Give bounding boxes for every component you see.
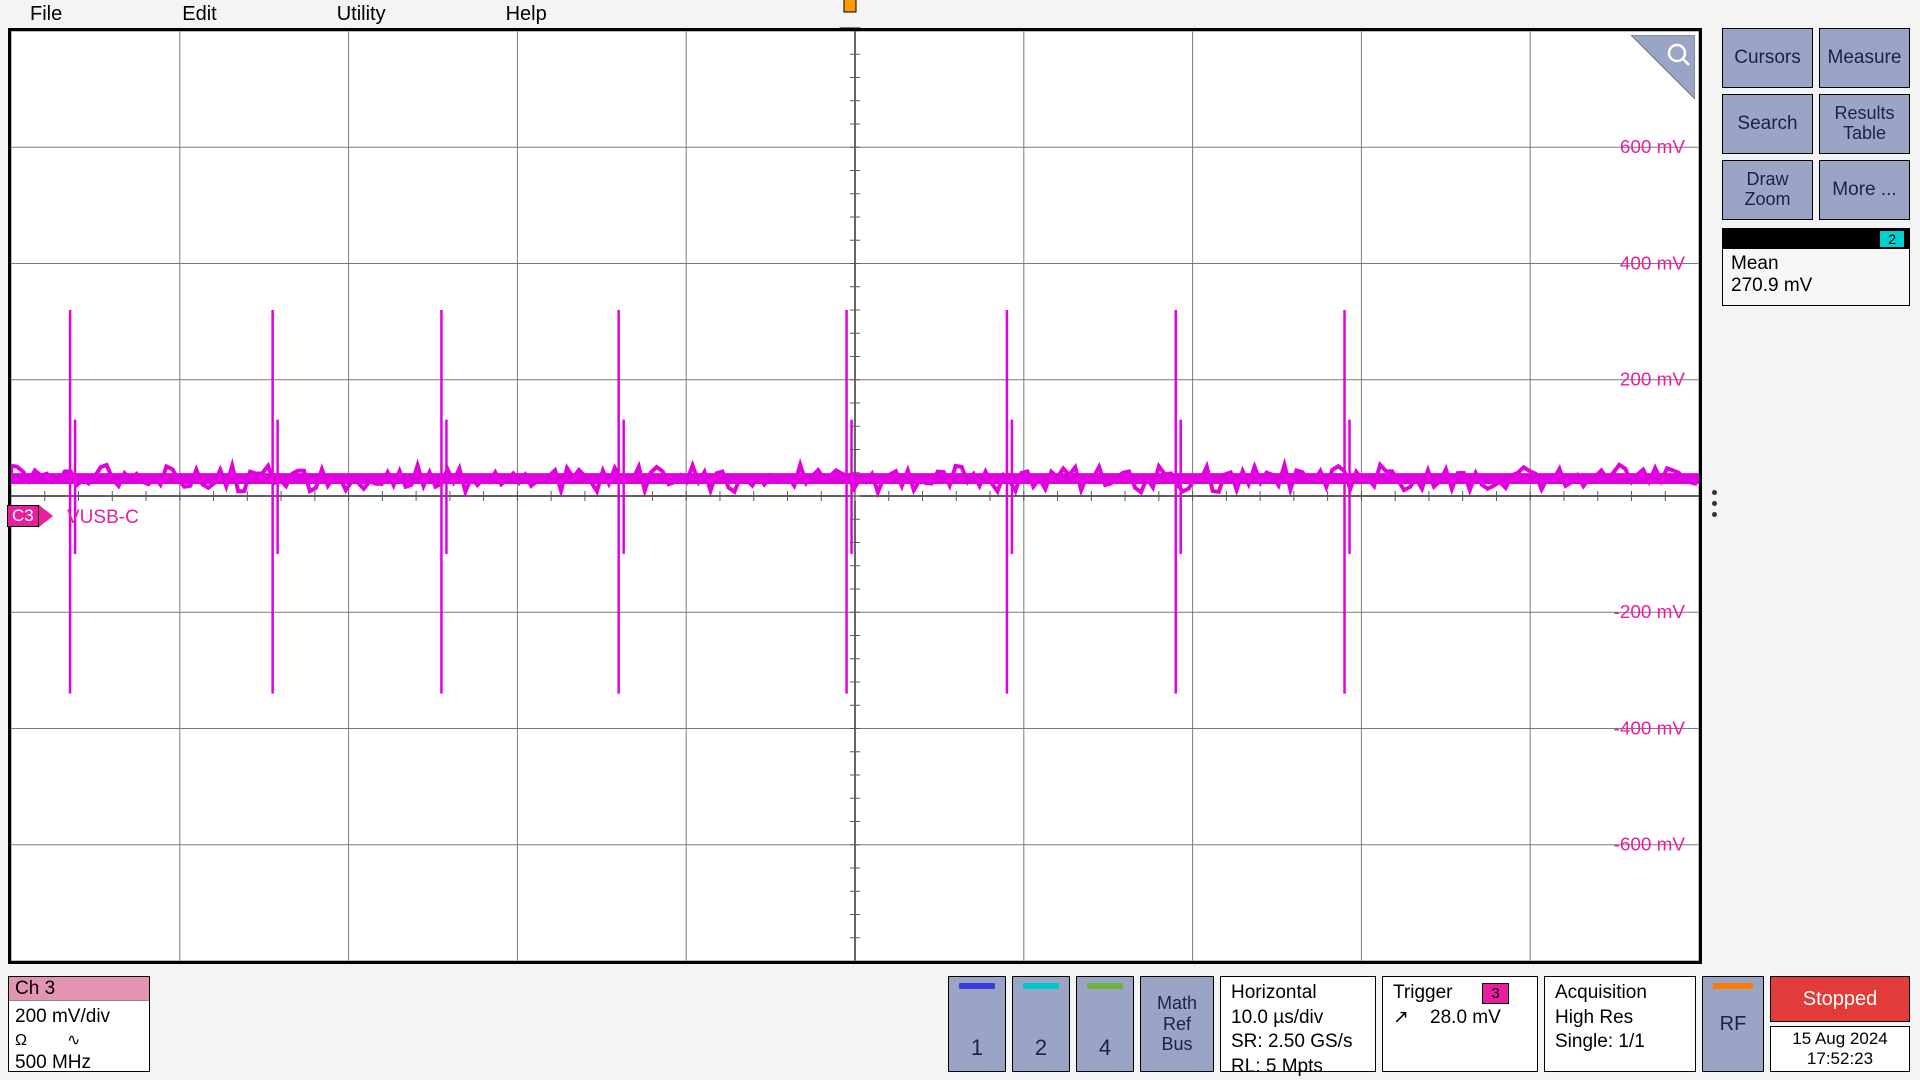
measurement-readout[interactable]: 2 Mean 270.9 mV <box>1722 228 1910 306</box>
horizontal-record-length: RL: 5 Mpts <box>1231 1055 1365 1080</box>
svg-text:-400 mV: -400 mV <box>1614 718 1686 739</box>
channel-box-header: Ch 3 <box>9 977 149 1001</box>
waveform-display[interactable]: 600 mV400 mV200 mV-200 mV-400 mV-600 mV … <box>8 28 1702 964</box>
time-label: 17:52:23 <box>1807 1049 1873 1069</box>
svg-text:400 mV: 400 mV <box>1620 253 1686 274</box>
channel-id-tag: C3 <box>7 505 39 527</box>
trigger-level: 28.0 mV <box>1430 1007 1501 1028</box>
waveform-2-button[interactable]: 2 <box>1012 976 1070 1072</box>
rf-color-bar <box>1713 983 1753 989</box>
coupling-icon: Ω <box>15 1031 27 1051</box>
svg-text:-200 mV: -200 mV <box>1614 602 1686 623</box>
channel-arrow-icon <box>39 505 53 527</box>
search-button[interactable]: Search <box>1722 94 1813 154</box>
draw-zoom-button[interactable]: Draw Zoom <box>1722 160 1813 220</box>
horizontal-title: Horizontal <box>1231 981 1365 1006</box>
measurement-badge: 2 <box>1879 230 1905 248</box>
trigger-title: Trigger <box>1393 981 1452 1006</box>
run-stop-status[interactable]: Stopped <box>1770 976 1910 1022</box>
acquisition-single: Single: 1/1 <box>1555 1030 1685 1055</box>
menu-edit[interactable]: Edit <box>182 3 216 26</box>
menu-file[interactable]: File <box>30 3 62 26</box>
horizontal-sample-rate: SR: 2.50 GS/s <box>1231 1030 1365 1055</box>
channel-bandwidth: 500 MHz <box>15 1051 143 1075</box>
channel-ground-marker[interactable]: C3 <box>7 505 53 527</box>
measurement-value: 270.9 mV <box>1731 275 1901 297</box>
measurement-name: Mean <box>1731 253 1901 275</box>
channel-settings-box[interactable]: Ch 3 200 mV/div Ω ∿ 500 MHz <box>8 976 150 1072</box>
bottom-bar: Ch 3 200 mV/div Ω ∿ 500 MHz 1 2 4 Math R… <box>8 976 1910 1072</box>
acquisition-mode: High Res <box>1555 1006 1685 1031</box>
svg-text:600 mV: 600 mV <box>1620 137 1686 158</box>
more-button[interactable]: More ... <box>1819 160 1910 220</box>
acquisition-settings-box[interactable]: Acquisition High Res Single: 1/1 <box>1544 976 1696 1072</box>
menu-utility[interactable]: Utility <box>337 3 386 26</box>
trigger-channel-badge: 3 <box>1482 983 1508 1005</box>
measurement-header: 2 <box>1723 229 1909 249</box>
zoom-corner-icon[interactable] <box>1631 35 1695 99</box>
horizontal-timebase: 10.0 µs/div <box>1231 1006 1365 1031</box>
waveform-2-color-bar <box>1023 983 1059 989</box>
waveform-4-button[interactable]: 4 <box>1076 976 1134 1072</box>
acquisition-title: Acquisition <box>1555 981 1685 1006</box>
menu-help[interactable]: Help <box>506 3 547 26</box>
menu-bar: File Edit Utility Help <box>0 0 1700 28</box>
channel-label: VUSB-C <box>67 507 139 529</box>
channel-scale: 200 mV/div <box>15 1005 143 1029</box>
waveform-1-button[interactable]: 1 <box>948 976 1006 1072</box>
svg-text:200 mV: 200 mV <box>1620 370 1686 391</box>
measure-button[interactable]: Measure <box>1819 28 1910 88</box>
rf-button[interactable]: RF <box>1702 976 1764 1072</box>
trigger-settings-box[interactable]: Trigger 3 ↗ 28.0 mV <box>1382 976 1538 1072</box>
right-toolbar: Cursors Measure Search Results Table Dra… <box>1722 28 1910 306</box>
waveform-1-color-bar <box>959 983 995 989</box>
cursors-button[interactable]: Cursors <box>1722 28 1813 88</box>
date-label: 15 Aug 2024 <box>1792 1029 1887 1049</box>
svg-text:-600 mV: -600 mV <box>1614 835 1686 856</box>
trigger-edge-icon: ↗ <box>1393 1007 1409 1028</box>
waveform-4-color-bar <box>1087 983 1123 989</box>
edge-icon: ∿ <box>67 1031 80 1051</box>
math-ref-bus-button[interactable]: Math Ref Bus <box>1140 976 1214 1072</box>
panel-drag-handle[interactable] <box>1712 490 1717 517</box>
timestamp-box: 15 Aug 2024 17:52:23 <box>1770 1026 1910 1072</box>
results-table-button[interactable]: Results Table <box>1819 94 1910 154</box>
horizontal-settings-box[interactable]: Horizontal 10.0 µs/div SR: 2.50 GS/s RL:… <box>1220 976 1376 1072</box>
